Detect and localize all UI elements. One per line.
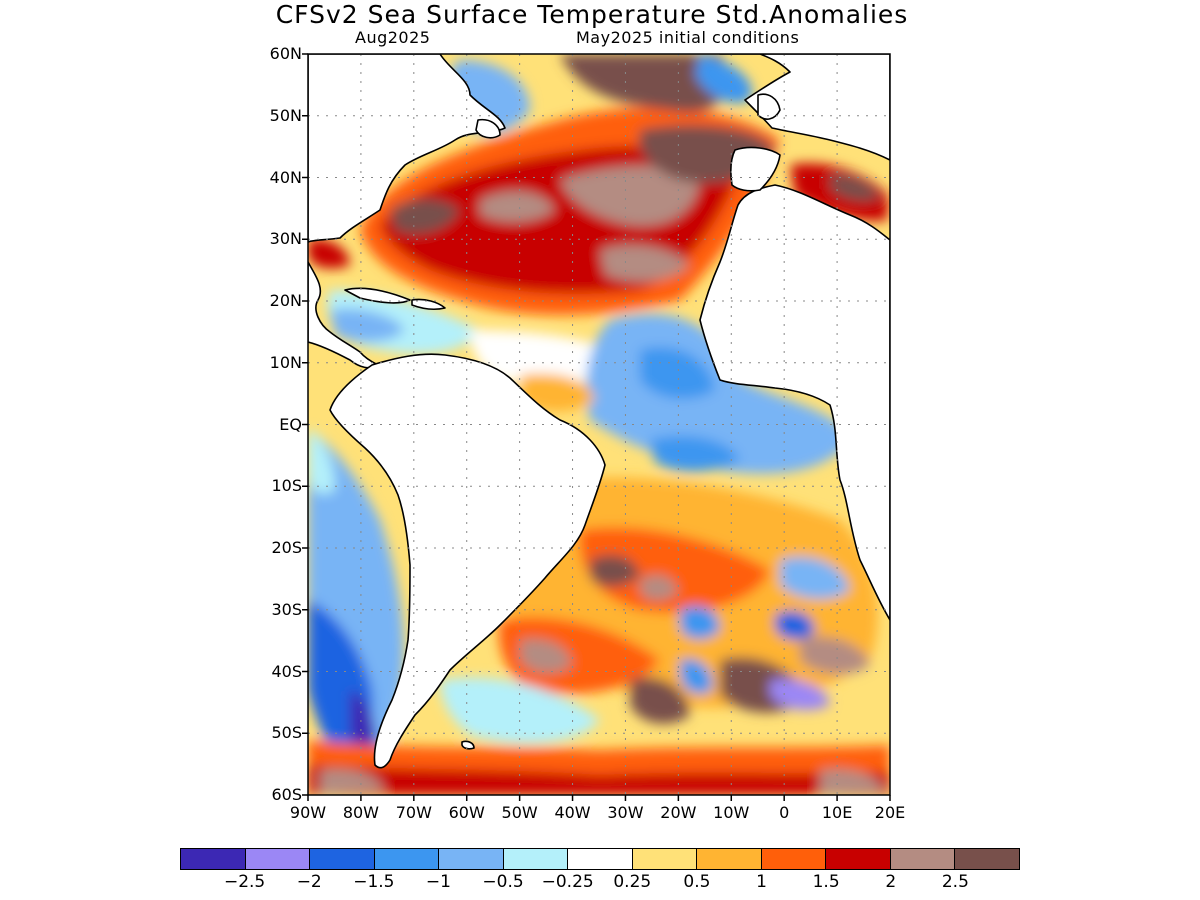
- southern-extreme-patch-1: [320, 768, 385, 795]
- uk-land: [757, 93, 781, 120]
- africa-land: [699, 184, 890, 621]
- equatorial-cool-core-1: [640, 347, 715, 399]
- colorbar-label: 0.5: [683, 872, 711, 892]
- na-extreme-patch-2: [560, 165, 700, 226]
- init-conditions-label: May2025 initial conditions: [576, 28, 800, 47]
- caribbean-cool-patch: [330, 308, 405, 342]
- lon-label: 60W: [448, 803, 485, 822]
- sa-extreme-patch-2: [640, 574, 678, 601]
- na-extreme-patch-1: [390, 198, 460, 234]
- colorbar-label: 2.5: [941, 872, 969, 892]
- colorbar-swatch: [374, 849, 440, 869]
- lon-label: 40W: [554, 803, 591, 822]
- lon-label: 70W: [395, 803, 432, 822]
- valid-month-label: Aug2025: [355, 28, 431, 47]
- pacific-neutral-band: [308, 430, 335, 494]
- sa-strong-warm-region: [579, 527, 770, 613]
- colorbar-swatch: [568, 849, 633, 869]
- sa-midlat-extreme-1: [520, 638, 572, 674]
- lat-label: 30S: [271, 599, 302, 619]
- colorbar-label: −2: [296, 872, 322, 892]
- colorbar-label: −0.25: [541, 872, 594, 892]
- colorbar-swatch: [245, 849, 311, 869]
- lon-label: 0: [779, 803, 790, 822]
- sa-midlat-extreme-4: [800, 636, 870, 675]
- colorbar-swatch: [632, 849, 698, 869]
- colorbar-label: 0.25: [613, 872, 652, 892]
- pacific-extreme-cool: [350, 690, 376, 754]
- gulf-of-mexico-warm: [308, 239, 350, 269]
- colorbar-label: −1.5: [353, 872, 395, 892]
- colorbar-label: 2: [885, 872, 897, 892]
- sa-midlat-cool-1: [680, 659, 713, 695]
- mediterranean-extreme: [830, 174, 880, 201]
- colorbar-swatch: [503, 849, 569, 869]
- colorbar-swatch: [310, 849, 375, 869]
- sa-cool-patch-2: [680, 606, 720, 640]
- southern-strong-band: [308, 765, 890, 795]
- amazon-plume-warm: [520, 373, 595, 412]
- lat-label: 50N: [269, 105, 302, 125]
- central-america-land: [308, 261, 379, 369]
- sa-midlat-cool-2: [770, 679, 830, 711]
- colorbar-swatch: [890, 849, 956, 869]
- na-extreme-patch-3: [600, 245, 690, 282]
- land-masses: [308, 54, 890, 769]
- lon-label: 20W: [660, 803, 697, 822]
- colorbar-label: 1: [756, 872, 767, 892]
- anomaly-patches: [308, 54, 890, 795]
- lat-label: 60N: [269, 44, 302, 63]
- colorbar: [180, 848, 1020, 870]
- graticule: [308, 54, 890, 795]
- colorbar-swatch: [439, 849, 504, 869]
- sa-midlat-extreme-2: [630, 677, 690, 724]
- colorbar-swatch: [761, 849, 827, 869]
- lon-label: 50W: [501, 803, 538, 822]
- colorbar-label: −2.5: [223, 872, 266, 892]
- colorbar-swatch: [181, 849, 246, 869]
- lat-label: EQ: [279, 414, 302, 434]
- north-cool-patch: [695, 54, 752, 104]
- colorbar-swatch: [826, 849, 891, 869]
- newfoundland-land: [475, 118, 501, 139]
- patagonia-shelf-cool: [440, 677, 600, 744]
- falklands-land: [461, 740, 475, 750]
- colorbar-swatch: [697, 849, 762, 869]
- lat-label: 60S: [271, 785, 302, 804]
- map-title: CFSv2 Sea Surface Temperature Std.Anomal…: [275, 0, 909, 29]
- sa-extreme-patch-1: [590, 555, 640, 587]
- colorbar-label: −0.5: [482, 872, 524, 892]
- anomaly-field: [308, 54, 890, 795]
- lat-label: 40N: [269, 167, 302, 187]
- sa-cool-patch-3: [775, 611, 815, 640]
- axis-ticks: [302, 53, 891, 801]
- iberia-land: [729, 146, 781, 192]
- lat-label: 40S: [271, 661, 302, 681]
- colorbar-swatch: [955, 849, 1019, 869]
- lon-label: 80W: [342, 803, 379, 822]
- equatorial-cool-core-2: [650, 436, 740, 472]
- south-america-land: [329, 353, 606, 769]
- southern-extreme-patch-2: [820, 768, 885, 795]
- lat-label: 10N: [269, 352, 302, 372]
- lon-label: 10W: [713, 803, 750, 822]
- colorbar-label: −1: [425, 872, 451, 892]
- colorbar-label: 1.5: [812, 872, 840, 892]
- subpolar-extreme-patch: [560, 54, 728, 112]
- lat-label: 20N: [269, 291, 302, 310]
- lat-label: 20S: [271, 538, 302, 557]
- lon-label: 10E: [821, 803, 853, 822]
- lat-label: 50S: [271, 723, 302, 743]
- lat-label: 10S: [271, 476, 302, 496]
- sa-cool-patch-1: [780, 556, 850, 600]
- north-america-land: [308, 54, 506, 243]
- lat-label: 30N: [269, 229, 302, 249]
- na-extreme-patch-4: [480, 191, 555, 222]
- sa-midlat-warm: [498, 617, 660, 694]
- lon-label: 30W: [607, 803, 644, 822]
- lon-label: 90W: [289, 803, 327, 822]
- hispaniola-land: [411, 298, 446, 311]
- lon-label: 20E: [874, 803, 906, 822]
